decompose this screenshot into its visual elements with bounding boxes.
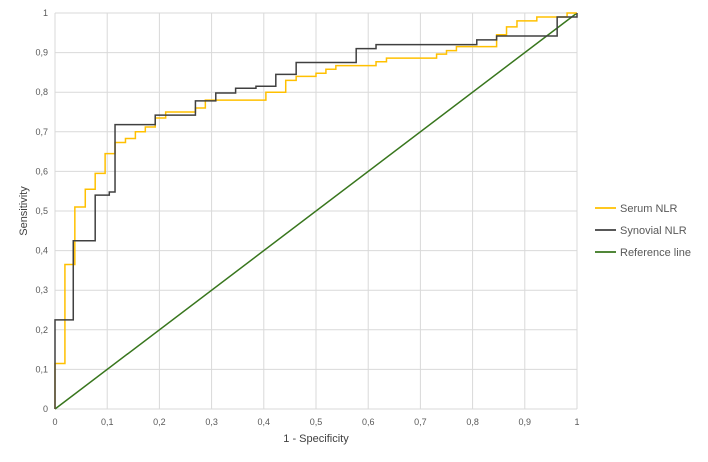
y-tick-labels: 0 0,1 0,2 0,3 0,4 0,5 0,6 0,7 0,8 0,9 1	[35, 8, 48, 414]
x-tick-label: 0	[52, 417, 57, 427]
series-lines	[54, 12, 578, 410]
x-tick-label: 0,3	[205, 417, 218, 427]
grid-lines	[54, 12, 578, 410]
x-tick-labels: 0 0,1 0,2 0,3 0,4 0,5 0,6 0,7 0,8 0,9 1	[52, 417, 579, 427]
x-tick-label: 0,8	[466, 417, 479, 427]
synovial-nlr-line	[54, 13, 578, 409]
y-tick-label: 0,4	[35, 246, 48, 256]
y-axis-title: Sensitivity	[18, 186, 30, 236]
x-tick-label: 0,9	[519, 417, 532, 427]
y-tick-label: 0,3	[35, 285, 48, 295]
y-tick-label: 0,9	[35, 48, 48, 58]
x-axis-title: 1 - Specificity	[283, 433, 349, 445]
y-tick-label: 0,1	[35, 364, 48, 374]
y-tick-label: 1	[43, 8, 48, 18]
legend: Serum NLR Synovial NLR Reference line	[595, 203, 691, 259]
legend-item: Synovial NLR	[595, 225, 687, 237]
legend-label: Serum NLR	[620, 203, 678, 215]
x-tick-label: 0,5	[310, 417, 323, 427]
legend-item: Reference line	[595, 247, 691, 259]
y-tick-label: 0,2	[35, 325, 48, 335]
x-tick-label: 0,4	[258, 417, 271, 427]
x-tick-label: 1	[574, 417, 579, 427]
y-tick-label: 0,8	[35, 87, 48, 97]
y-tick-label: 0,7	[35, 127, 48, 137]
y-tick-label: 0,5	[35, 206, 48, 216]
x-tick-label: 0,6	[362, 417, 375, 427]
legend-label: Synovial NLR	[620, 225, 687, 237]
x-tick-label: 0,7	[414, 417, 427, 427]
legend-item: Serum NLR	[595, 203, 678, 215]
x-tick-label: 0,1	[101, 417, 114, 427]
serum-nlr-line	[54, 12, 577, 409]
legend-label: Reference line	[620, 247, 691, 259]
y-tick-label: 0	[43, 404, 48, 414]
y-tick-label: 0,6	[35, 166, 48, 176]
x-tick-label: 0,2	[153, 417, 166, 427]
reference-line-line	[54, 12, 578, 410]
